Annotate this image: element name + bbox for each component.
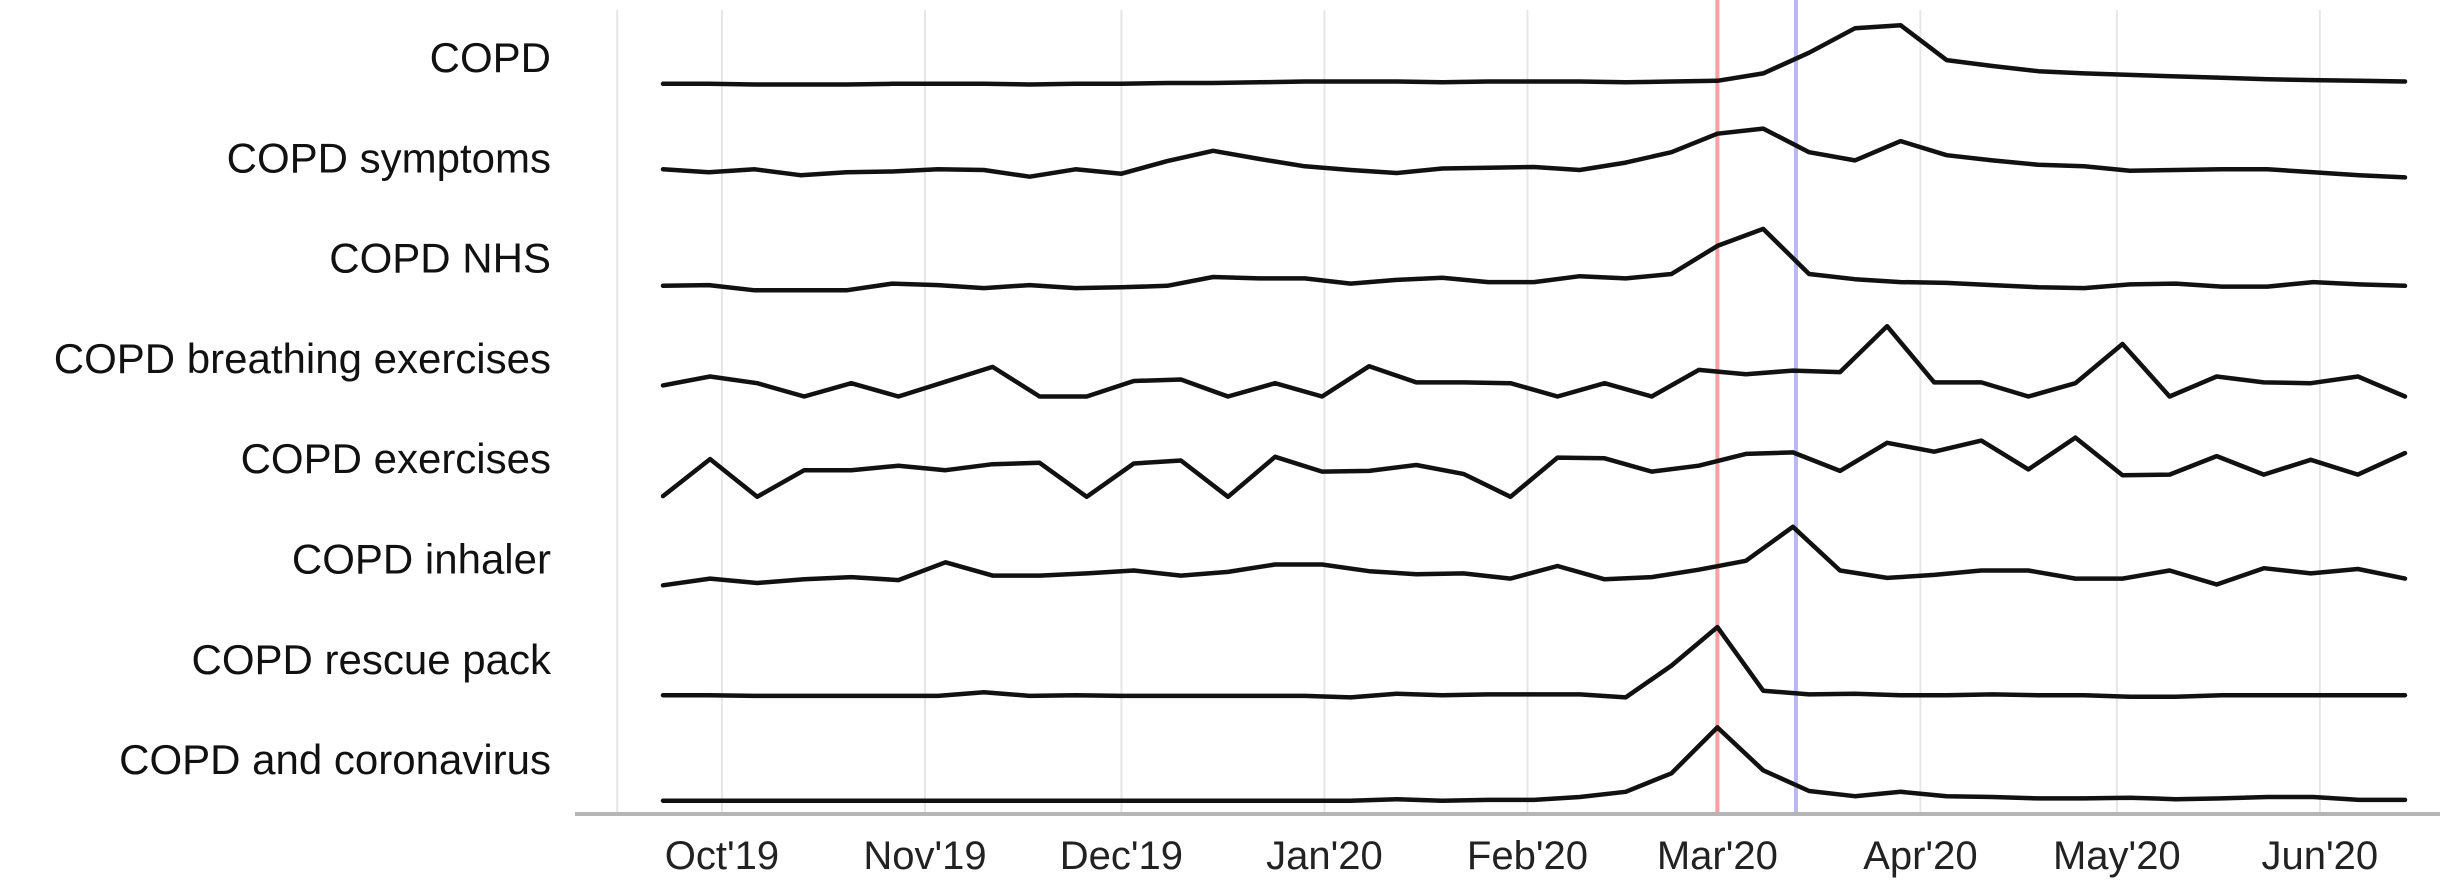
x-tick-label-4: Feb'20 (1467, 834, 1588, 878)
row-label-6: COPD rescue pack (192, 636, 552, 683)
row-label-4: COPD exercises (241, 435, 551, 482)
row-label-5: COPD inhaler (292, 536, 551, 583)
series-line-1 (660, 126, 2408, 180)
row-label-3: COPD breathing exercises (54, 335, 551, 382)
row-labels: COPD COPD symptoms COPD NHS COPD breathing … (54, 34, 552, 783)
series-line-7 (660, 725, 2408, 803)
x-tick-label-7: May'20 (2053, 834, 2181, 878)
row-label-0: COPD (430, 34, 551, 81)
x-tick-label-1: Nov'19 (863, 834, 986, 878)
series-line-3 (660, 323, 2408, 399)
vertical-gridlines (616, 10, 2321, 812)
x-tick-label-0: Oct'19 (665, 834, 779, 878)
x-tick-label-3: Jan'20 (1266, 834, 1383, 878)
x-tick-label-8: Jun'20 (2262, 834, 2379, 878)
series-line-5 (660, 524, 2408, 588)
series-group (660, 23, 2408, 803)
row-label-7: COPD and coronavirus (119, 736, 551, 783)
series-line-4 (660, 435, 2408, 500)
x-tick-label-2: Dec'19 (1060, 834, 1183, 878)
series-line-0 (660, 23, 2408, 87)
x-tick-labels: Oct'19 Nov'19 Dec'19 Jan'20 Feb'20 Mar'20 Apr'… (665, 834, 2378, 878)
x-tick-label-5: Mar'20 (1657, 834, 1778, 878)
x-tick-label-6: Apr'20 (1863, 834, 1977, 878)
series-line-2 (660, 226, 2408, 293)
row-label-2: COPD NHS (329, 235, 551, 282)
series-line-6 (660, 624, 2408, 700)
row-label-1: COPD symptoms (227, 134, 551, 181)
